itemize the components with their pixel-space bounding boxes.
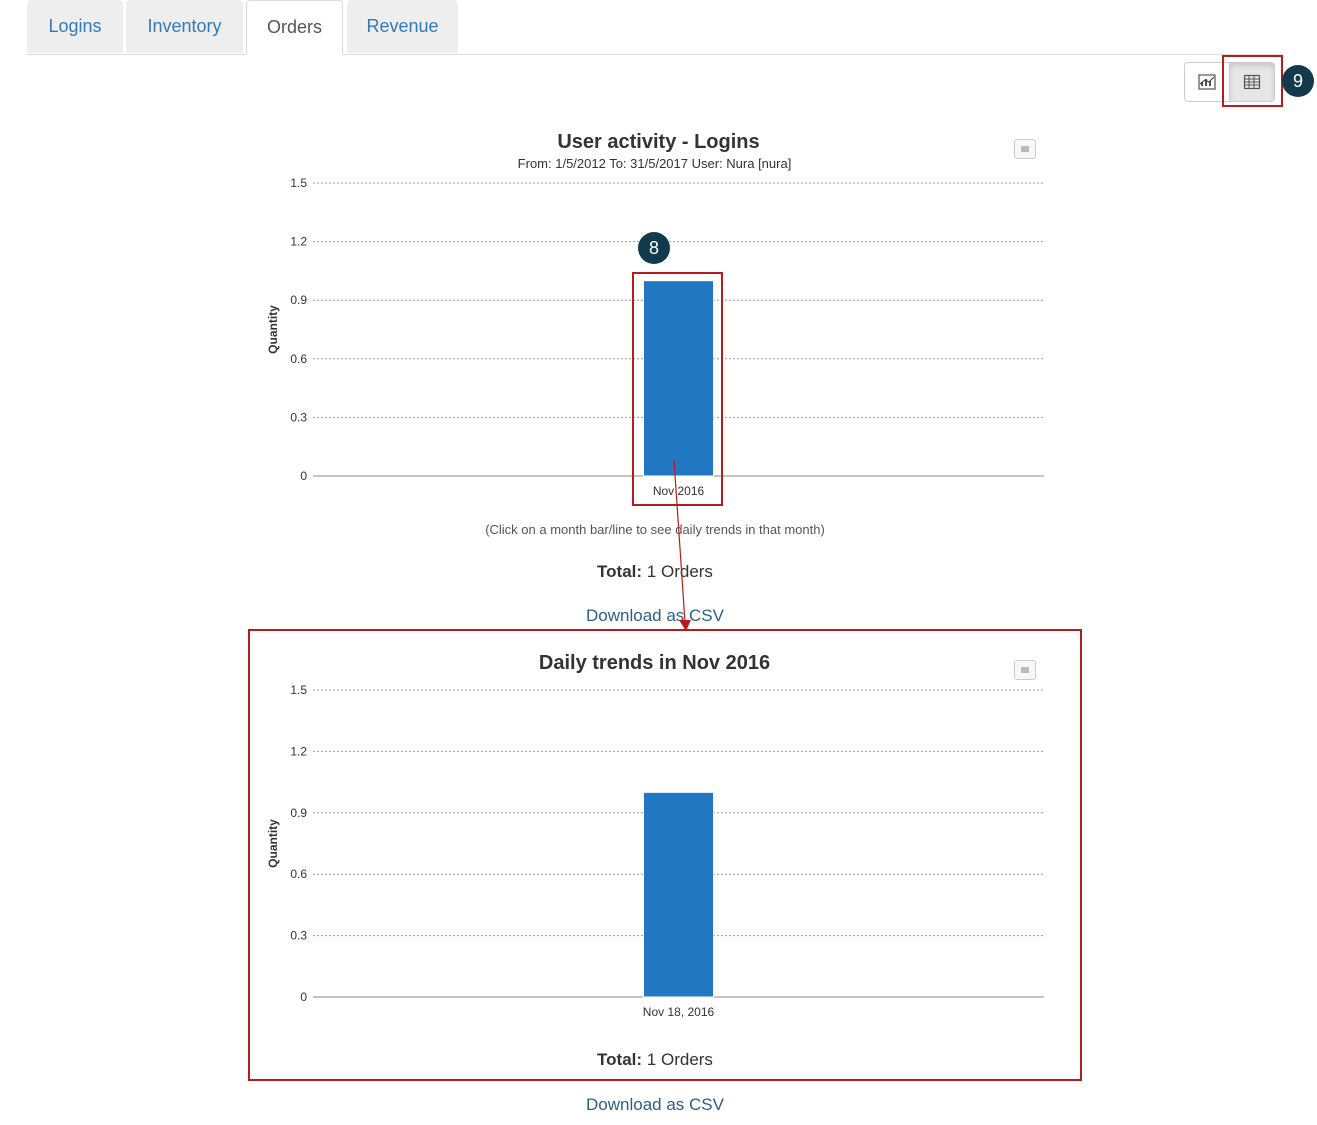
y-tick-label: 0.6	[290, 352, 307, 366]
chart-subtitle: From: 1/5/2012 To: 31/5/2017 User: Nura …	[517, 156, 792, 171]
y-tick-label: 1.5	[290, 176, 307, 190]
daily-chart-title: Daily trends in Nov 2016	[538, 652, 771, 674]
y-tick-label: 0	[300, 469, 307, 483]
y-axis-label: Quantity	[266, 819, 280, 868]
callout-8: 8	[638, 232, 670, 264]
chart-icon	[1198, 74, 1216, 90]
y-axis-label: Quantity	[266, 305, 280, 354]
tab-orders[interactable]: Orders	[246, 0, 343, 55]
y-tick-label: 1.2	[290, 744, 307, 758]
daily-total-value: 1 Orders	[646, 1050, 713, 1069]
drilldown-hint: (Click on a month bar/line to see daily …	[485, 522, 825, 537]
tab-inventory[interactable]: Inventory	[126, 0, 243, 53]
daily-total: Total: 1 Orders	[0, 1050, 1310, 1070]
tab-revenue[interactable]: Revenue	[347, 0, 458, 53]
y-tick-label: 0.9	[290, 806, 307, 820]
y-tick-label: 0.3	[290, 410, 307, 424]
total-label: Total:	[597, 562, 643, 581]
y-tick-label: 0.9	[290, 293, 307, 307]
bar	[643, 280, 714, 477]
daily-chart: 0 0.3 0.6 0.9 1.2 1.5 Nov 18, 2016 Quantity	[266, 683, 1044, 1019]
daily-total-label: Total:	[597, 1050, 643, 1069]
y-tick-label: 0.6	[290, 867, 307, 881]
y-tick-label: 1.2	[290, 235, 307, 249]
tab-logins[interactable]: Logins	[27, 0, 123, 53]
daily-download-csv[interactable]: Download as CSV	[586, 1095, 724, 1114]
table-view-button[interactable]	[1229, 62, 1275, 102]
y-tick-label: 1.5	[290, 683, 307, 697]
bar	[643, 791, 714, 998]
callout-9: 9	[1282, 65, 1314, 97]
x-tick-label: Nov 18, 2016	[643, 1005, 715, 1019]
chart-menu-button[interactable]	[1014, 139, 1036, 159]
daily-chart-menu-button[interactable]	[1014, 660, 1036, 680]
chart-title: User activity - Logins	[557, 131, 760, 153]
tab-bar: Logins Inventory Orders Revenue	[27, 0, 1283, 55]
y-tick-label: 0.3	[290, 929, 307, 943]
table-icon	[1243, 74, 1261, 90]
y-tick-label: 0	[300, 990, 307, 1004]
daily-download-csv-link: Download as CSV	[0, 1095, 1310, 1115]
